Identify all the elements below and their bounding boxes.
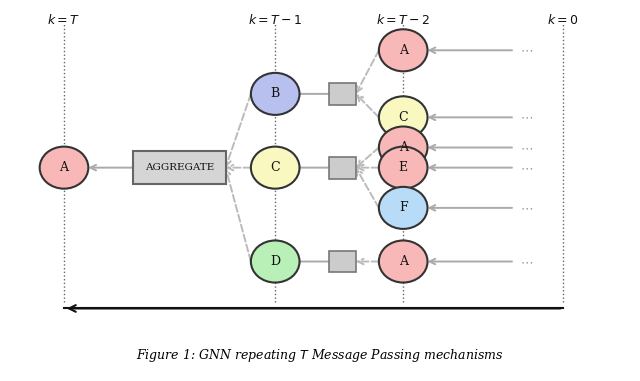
Text: C: C xyxy=(270,161,280,174)
Text: A: A xyxy=(399,44,408,57)
FancyBboxPatch shape xyxy=(329,157,356,179)
Text: $\cdots$: $\cdots$ xyxy=(520,202,532,215)
Text: C: C xyxy=(398,111,408,124)
Text: $\cdots$: $\cdots$ xyxy=(520,111,532,124)
FancyBboxPatch shape xyxy=(329,83,356,105)
Ellipse shape xyxy=(40,147,88,189)
Text: $\cdots$: $\cdots$ xyxy=(520,44,532,57)
Text: E: E xyxy=(399,161,408,174)
Ellipse shape xyxy=(251,240,300,283)
Ellipse shape xyxy=(379,240,428,283)
Text: $\cdots$: $\cdots$ xyxy=(520,141,532,154)
Ellipse shape xyxy=(379,147,428,189)
FancyBboxPatch shape xyxy=(133,151,226,184)
Text: D: D xyxy=(270,255,280,268)
FancyBboxPatch shape xyxy=(329,251,356,272)
Text: $\cdots$: $\cdots$ xyxy=(520,255,532,268)
Text: A: A xyxy=(399,255,408,268)
Text: $k=T-2$: $k=T-2$ xyxy=(376,13,430,27)
Text: B: B xyxy=(271,87,280,100)
Ellipse shape xyxy=(379,29,428,71)
Ellipse shape xyxy=(379,187,428,229)
Text: $k=0$: $k=0$ xyxy=(547,13,579,27)
Ellipse shape xyxy=(379,96,428,138)
Text: $\cdots$: $\cdots$ xyxy=(520,161,532,174)
Text: F: F xyxy=(399,202,408,215)
Text: $k=T-1$: $k=T-1$ xyxy=(248,13,302,27)
Text: AGGREGATE: AGGREGATE xyxy=(145,163,214,172)
Text: Figure 1: GNN repeating $T$ Message Passing mechanisms: Figure 1: GNN repeating $T$ Message Pass… xyxy=(136,347,504,364)
Text: A: A xyxy=(60,161,68,174)
Text: A: A xyxy=(399,141,408,154)
Text: $k=T$: $k=T$ xyxy=(47,13,81,27)
Ellipse shape xyxy=(251,73,300,115)
Ellipse shape xyxy=(379,126,428,168)
Ellipse shape xyxy=(251,147,300,189)
